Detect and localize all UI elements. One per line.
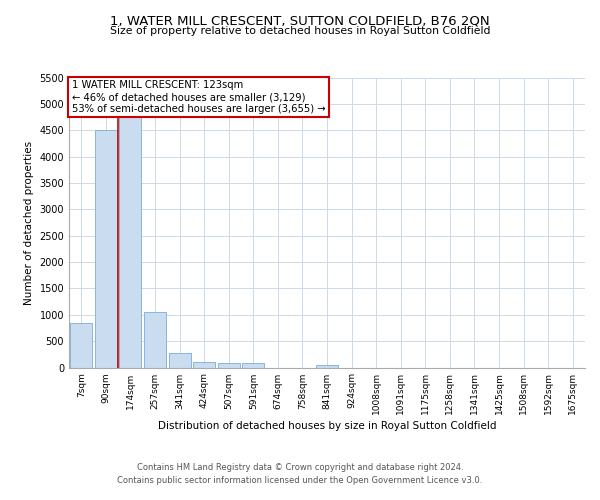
Bar: [218, 364, 240, 368]
Bar: [144, 312, 166, 368]
Text: Contains HM Land Registry data © Crown copyright and database right 2024.: Contains HM Land Registry data © Crown c…: [137, 464, 463, 472]
X-axis label: Distribution of detached houses by size in Royal Sutton Coldfield: Distribution of detached houses by size …: [158, 422, 496, 432]
Bar: [169, 352, 191, 368]
Bar: [242, 364, 265, 368]
Bar: [95, 130, 117, 368]
Text: 1 WATER MILL CRESCENT: 123sqm
← 46% of detached houses are smaller (3,129)
53% o: 1 WATER MILL CRESCENT: 123sqm ← 46% of d…: [71, 80, 325, 114]
Bar: [119, 94, 142, 368]
Text: 1, WATER MILL CRESCENT, SUTTON COLDFIELD, B76 2QN: 1, WATER MILL CRESCENT, SUTTON COLDFIELD…: [110, 15, 490, 28]
Text: Size of property relative to detached houses in Royal Sutton Coldfield: Size of property relative to detached ho…: [110, 26, 490, 36]
Bar: [193, 362, 215, 368]
Text: Contains public sector information licensed under the Open Government Licence v3: Contains public sector information licen…: [118, 476, 482, 485]
Bar: [316, 364, 338, 368]
Y-axis label: Number of detached properties: Number of detached properties: [24, 140, 34, 304]
Bar: [70, 322, 92, 368]
